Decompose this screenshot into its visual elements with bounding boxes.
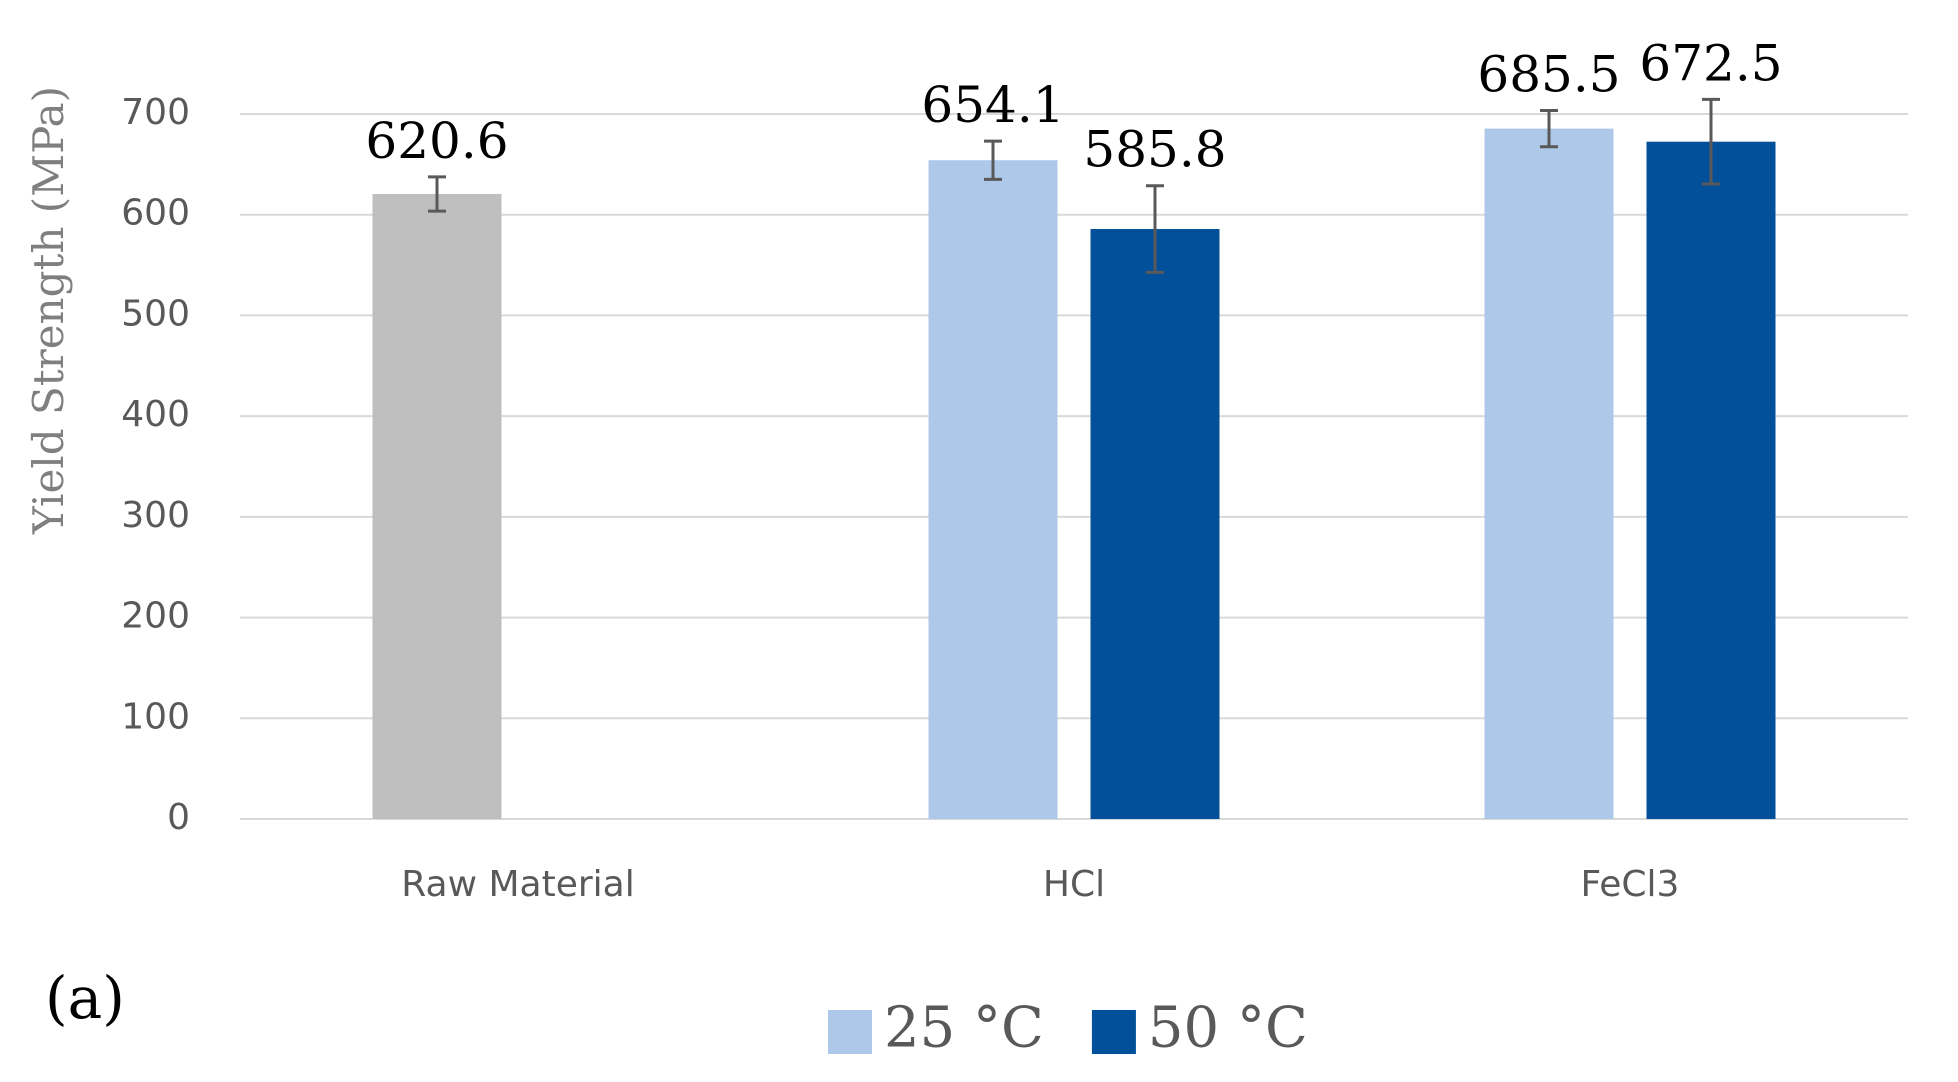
bar bbox=[1484, 128, 1614, 819]
x-tick-label: HCl bbox=[1043, 864, 1105, 905]
y-tick-label: 600 bbox=[121, 193, 190, 234]
bar bbox=[372, 193, 502, 819]
y-tick-label: 700 bbox=[121, 92, 190, 133]
panel-label: (a) bbox=[45, 964, 125, 1032]
data-label: 654.1 bbox=[921, 76, 1064, 134]
data-label: 685.5 bbox=[1477, 45, 1620, 103]
error-bar bbox=[1146, 184, 1164, 274]
y-tick-label: 200 bbox=[121, 596, 190, 637]
y-tick-label: 100 bbox=[121, 696, 190, 737]
y-tick-label: 300 bbox=[121, 495, 190, 536]
data-label: 672.5 bbox=[1639, 34, 1782, 92]
legend-swatch bbox=[1091, 1010, 1136, 1054]
error-bar bbox=[1702, 97, 1720, 186]
x-tick-label: FeCl3 bbox=[1581, 864, 1680, 905]
error-bar bbox=[1540, 108, 1558, 149]
bar bbox=[1090, 229, 1220, 819]
x-tick-label: Raw Material bbox=[401, 864, 634, 905]
y-tick-label: 0 bbox=[167, 797, 190, 838]
y-axis-title: Yield Strength (MPa) bbox=[24, 86, 73, 535]
bar bbox=[928, 160, 1058, 820]
error-bar bbox=[984, 139, 1002, 181]
legend-swatch bbox=[828, 1010, 872, 1054]
legend-label: 50 °C bbox=[1148, 996, 1308, 1061]
data-label: 585.8 bbox=[1083, 121, 1226, 179]
y-tick-label: 400 bbox=[121, 394, 190, 435]
bar bbox=[1646, 141, 1776, 820]
error-bar bbox=[428, 175, 446, 213]
legend-label: 25 °C bbox=[884, 996, 1044, 1061]
data-label: 620.6 bbox=[365, 112, 508, 170]
y-tick-label: 500 bbox=[121, 293, 190, 334]
